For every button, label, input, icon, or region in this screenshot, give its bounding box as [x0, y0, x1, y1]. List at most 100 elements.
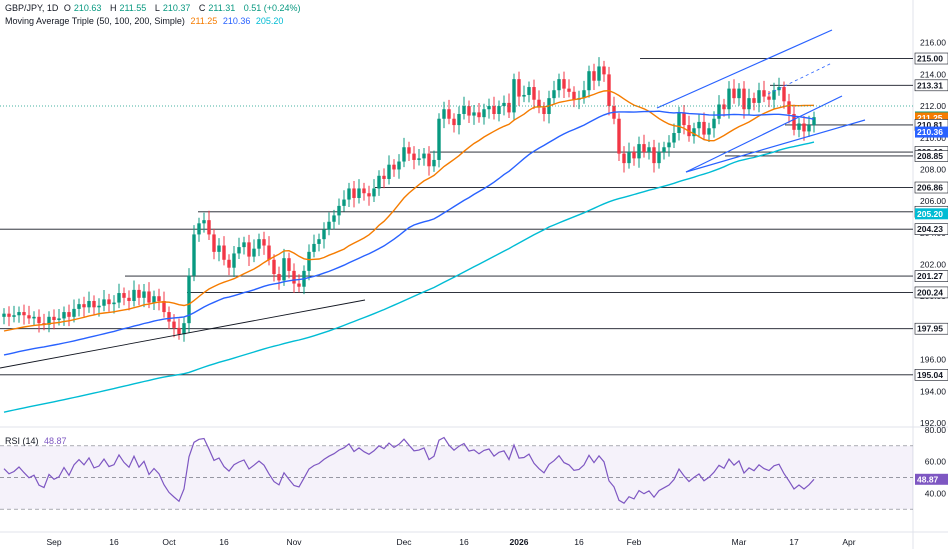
- candle-body: [557, 79, 561, 91]
- legend-change: 0.51 (+0.24%): [243, 3, 301, 13]
- candle-body: [742, 88, 746, 110]
- candle-body: [757, 90, 761, 103]
- candle-body: [192, 234, 196, 276]
- x-tick-label: Nov: [286, 537, 302, 547]
- legend-ma200: 205.20: [255, 16, 284, 26]
- candle-body: [112, 302, 116, 305]
- candle-body: [377, 175, 381, 189]
- candle-body: [637, 144, 641, 159]
- y-tick-label: 202.00: [920, 260, 946, 270]
- candle-body: [157, 296, 161, 301]
- candle-body: [522, 94, 526, 97]
- candle-body: [437, 118, 441, 160]
- candle-body: [492, 106, 496, 114]
- candle-body: [677, 112, 681, 134]
- candle-body: [682, 112, 686, 126]
- candle-body: [772, 90, 776, 100]
- y-tick-label: 216.00: [920, 38, 946, 48]
- candle-body: [97, 305, 101, 308]
- price-tag-box: [914, 181, 948, 194]
- candle-body: [647, 147, 651, 153]
- candle-body: [707, 128, 711, 135]
- candle-body: [587, 71, 591, 91]
- candle-body: [257, 239, 261, 249]
- x-tick-label: 16: [109, 537, 119, 547]
- candle-body: [442, 109, 446, 119]
- candle-body: [12, 315, 16, 317]
- candle-body: [362, 188, 366, 194]
- candle-body: [752, 98, 756, 103]
- candle-body: [467, 106, 471, 116]
- channel-lower-line: [685, 95, 843, 173]
- candle-body: [22, 312, 26, 316]
- price-tag-box: [914, 322, 948, 335]
- candle-body: [667, 142, 671, 148]
- candle-body: [652, 147, 656, 164]
- candle-body: [462, 106, 466, 114]
- rsi-tick-label: 60.00: [925, 457, 947, 467]
- candle-body: [482, 109, 486, 118]
- candle-body: [252, 248, 256, 257]
- candle-body: [507, 102, 511, 113]
- candle-body: [197, 223, 201, 235]
- candle-body: [782, 87, 786, 102]
- price-tag-label: 211.25: [917, 113, 943, 123]
- candle-body: [732, 88, 736, 99]
- candle-body: [2, 313, 6, 317]
- candle-body: [47, 316, 51, 325]
- x-tick-label: Sep: [46, 537, 61, 547]
- candle-body: [322, 229, 326, 240]
- candle-body: [342, 199, 346, 206]
- candle-body: [407, 147, 411, 154]
- candle-body: [527, 87, 531, 95]
- candle-body: [67, 312, 71, 317]
- legend-close: C 211.31: [198, 3, 236, 13]
- candle-body: [212, 234, 216, 252]
- candle-body: [337, 205, 341, 216]
- candle-body: [712, 118, 716, 129]
- candle-body: [457, 113, 461, 126]
- candle-body: [352, 188, 356, 198]
- rsi-line: [3, 436, 815, 504]
- candle-body: [387, 164, 391, 179]
- candle-body: [582, 90, 586, 99]
- legend-ma50: 211.25: [190, 16, 218, 26]
- candle-body: [692, 128, 696, 137]
- candle-body: [92, 300, 96, 308]
- candle-body: [662, 147, 666, 153]
- candle-body: [132, 289, 136, 301]
- candle-body: [107, 299, 111, 305]
- legend-open: O 210.63: [63, 3, 102, 13]
- candle-body: [657, 152, 661, 164]
- candle-body: [697, 121, 701, 129]
- candle-body: [592, 71, 596, 81]
- y-tick-label: 212.00: [920, 101, 946, 111]
- y-tick-label: 206.00: [920, 196, 946, 206]
- candle-body: [722, 104, 726, 110]
- chart-legend-ohlc: GBP/JPY, 1D O 210.63 H 211.55 L 210.37 C 211…: [5, 3, 304, 14]
- candle-body: [32, 316, 36, 319]
- rsi-legend: RSI (14) 48.87: [5, 436, 70, 447]
- candle-body: [497, 106, 501, 114]
- candle-body: [127, 297, 131, 301]
- price-tag-label: 210.36: [917, 127, 943, 137]
- candle-body: [372, 188, 376, 197]
- candle-body: [37, 316, 41, 324]
- price-tag-label: 205.20: [917, 209, 943, 219]
- candle-body: [762, 90, 766, 97]
- candle-body: [802, 123, 806, 132]
- chart-legend-ma: Moving Average Triple (50, 100, 200, Sim…: [5, 16, 286, 27]
- candle-body: [172, 321, 176, 328]
- candle-body: [477, 112, 481, 118]
- price-tag-label: 213.31: [917, 80, 943, 90]
- candle-body: [317, 239, 321, 244]
- y-tick-label: 192.00: [920, 418, 946, 428]
- y-tick-label: 196.00: [920, 355, 946, 365]
- candle-body: [357, 188, 361, 198]
- candle-body: [162, 300, 166, 313]
- candle-body: [537, 99, 541, 108]
- x-tick-label: 2026: [510, 537, 529, 547]
- candle-body: [147, 291, 151, 303]
- candle-body: [202, 220, 206, 224]
